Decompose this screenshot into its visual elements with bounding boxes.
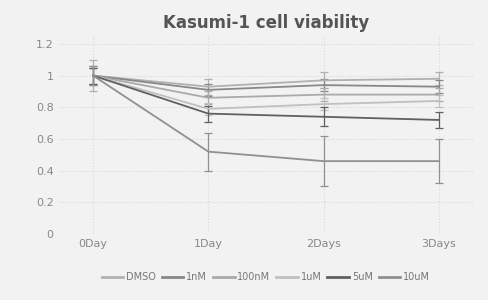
Title: Kasumi-1 cell viability: Kasumi-1 cell viability (163, 14, 369, 32)
Legend: DMSO, 1nM, 100nM, 1uM, 5uM, 10uM: DMSO, 1nM, 100nM, 1uM, 5uM, 10uM (98, 268, 434, 286)
